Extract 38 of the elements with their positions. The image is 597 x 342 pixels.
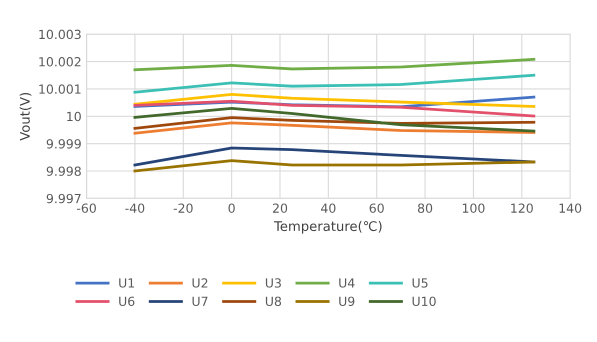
x-tick-label: 80	[418, 203, 432, 213]
x-tick-label: 120	[511, 203, 533, 213]
legend-label: U3	[266, 278, 281, 288]
line-series	[134, 159, 536, 172]
x-tick-label: -20	[174, 203, 193, 213]
x-tick-label: 0	[228, 203, 235, 213]
legend-label: U6	[119, 296, 134, 306]
legend-label: U8	[266, 296, 282, 306]
line-series	[134, 74, 536, 94]
y-tick-label: 10.002	[39, 57, 80, 66]
legend-label: U5	[412, 278, 428, 288]
x-tick-label: 140	[560, 203, 582, 213]
y-tick-label: 10.003	[39, 30, 81, 40]
x-tick-label: 20	[272, 203, 288, 213]
legend-label: U10	[412, 296, 436, 306]
x-tick-label: -40	[125, 203, 144, 213]
x-tick-label: 100	[462, 203, 485, 213]
legend-label: U9	[339, 296, 354, 306]
legend-label: U7	[192, 296, 208, 306]
line-series	[134, 121, 536, 135]
y-tick-label: 10.001	[39, 84, 81, 94]
legend-label: U4	[339, 278, 355, 288]
line-series	[134, 106, 536, 132]
x-tick-label: -60	[76, 203, 96, 213]
line-series	[134, 58, 536, 72]
y-axis-title: Vout(V)	[20, 92, 32, 141]
legend-label: U1	[119, 278, 134, 288]
line-series	[134, 146, 536, 166]
y-tick-label: 9.997	[46, 194, 81, 204]
line-series	[134, 100, 536, 118]
y-tick-label: 10	[67, 112, 81, 122]
y-tick-label: 9.998	[46, 166, 81, 176]
x-tick-label: 40	[321, 203, 336, 213]
x-axis-title: Temperature(℃)	[274, 220, 382, 234]
x-tick-label: 60	[370, 203, 384, 213]
y-tick-label: 9.999	[46, 139, 81, 149]
legend-label: U2	[192, 278, 208, 288]
line-series	[134, 116, 536, 130]
